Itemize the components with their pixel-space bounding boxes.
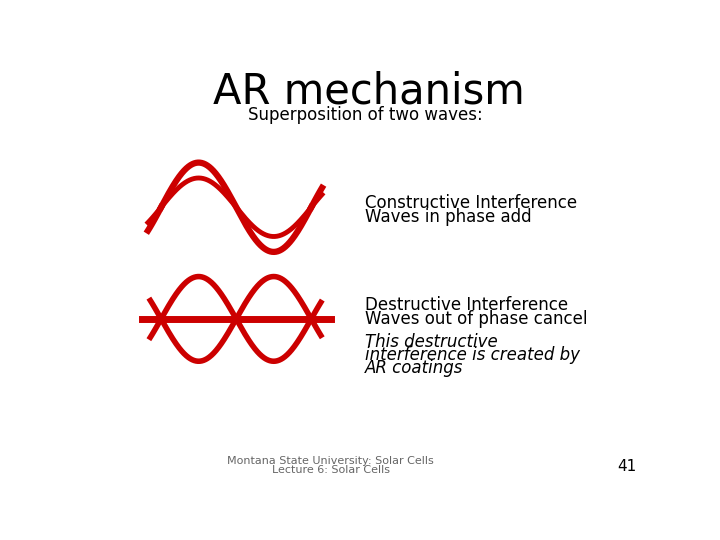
Text: 41: 41 [617,459,636,474]
Text: interference is created by: interference is created by [365,346,580,364]
Text: AR mechanism: AR mechanism [213,71,525,113]
Text: Constructive Interference: Constructive Interference [365,194,577,212]
Text: Montana State University: Solar Cells: Montana State University: Solar Cells [227,456,434,465]
Text: Destructive Interference: Destructive Interference [365,296,568,314]
Text: Superposition of two waves:: Superposition of two waves: [248,106,482,124]
Text: Lecture 6: Solar Cells: Lecture 6: Solar Cells [271,465,390,475]
Text: This destructive: This destructive [365,333,498,351]
Text: Waves in phase add: Waves in phase add [365,208,532,226]
Text: AR coatings: AR coatings [365,359,464,377]
Text: Waves out of phase cancel: Waves out of phase cancel [365,310,588,328]
